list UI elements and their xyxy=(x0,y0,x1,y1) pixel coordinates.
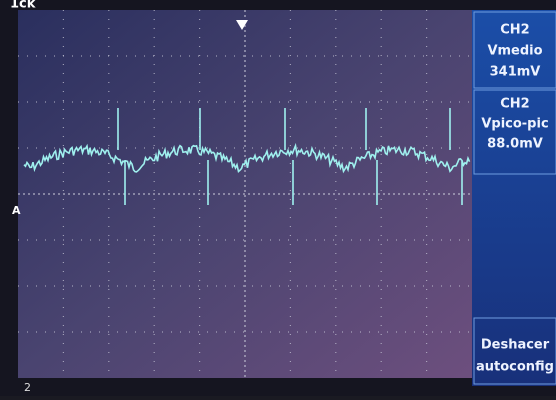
channel-marker: A xyxy=(12,204,21,217)
meas-channel: CH2 xyxy=(500,23,529,38)
button-label[interactable]: Deshacer xyxy=(481,338,550,353)
meas-value: 88.0mV xyxy=(487,137,543,152)
meas-name: Vmedio xyxy=(487,44,542,59)
meas-value: 341mV xyxy=(490,65,541,80)
meas-name: Vpico-pic xyxy=(481,117,548,132)
top-label: 1ck xyxy=(10,0,36,12)
meas-channel: CH2 xyxy=(500,97,529,112)
oscilloscope-photo: 1ck A 2 CH2 Vmedio 341mV CH2 Vpico-pic 8… xyxy=(0,0,556,396)
button-label[interactable]: autoconfig xyxy=(476,360,554,375)
bottom-label: 2 xyxy=(24,381,31,394)
